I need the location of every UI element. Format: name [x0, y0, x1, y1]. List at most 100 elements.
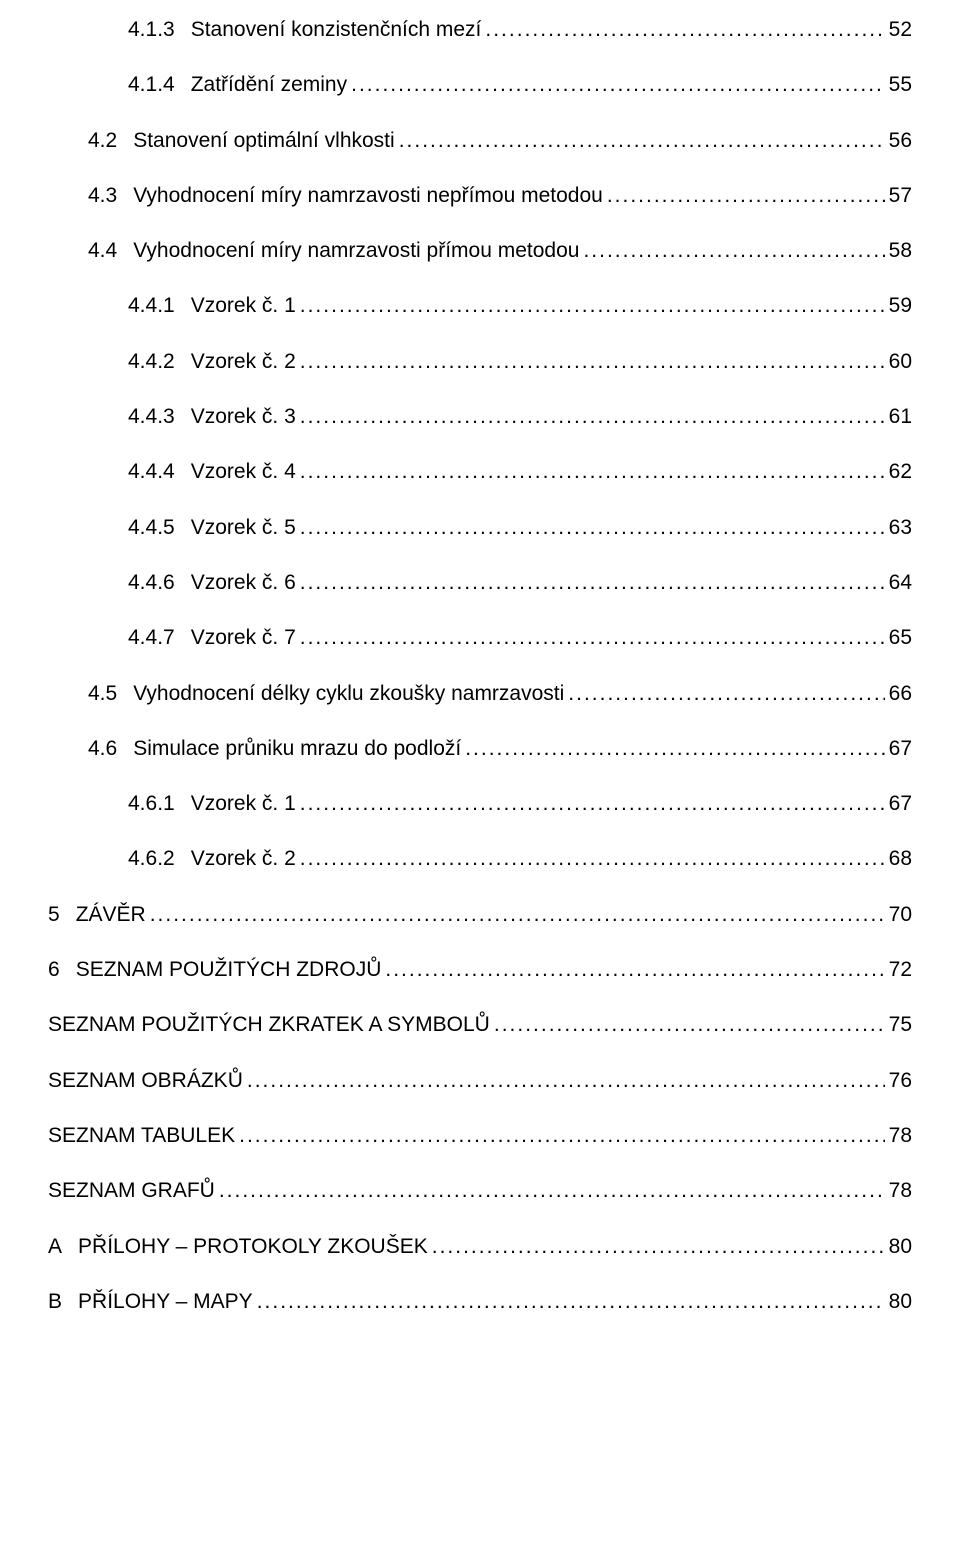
- toc-entry: 4.6Simulace průniku mrazu do podloží....…: [88, 735, 912, 762]
- toc-entry-page: 63: [889, 514, 912, 541]
- toc-leader-dots: ........................................…: [296, 292, 885, 319]
- toc-entry: 4.1.3Stanovení konzistenčních mezí......…: [128, 16, 912, 43]
- toc-entry-page: 68: [889, 845, 912, 872]
- toc-entry-number: 5: [48, 901, 60, 928]
- toc-entry: 4.4.4 Vzorek č. 4........................…: [128, 458, 912, 485]
- toc-entry-title: SEZNAM OBRÁZKŮ: [48, 1067, 243, 1094]
- toc-entry: 4.6.1 Vzorek č. 1........................…: [128, 790, 912, 817]
- toc-entry-number: 4.4.5: [128, 514, 175, 541]
- toc-leader-dots: ........................................…: [296, 403, 885, 430]
- toc-entry-number: 4.5: [88, 680, 117, 707]
- toc-leader-dots: ........................................…: [296, 458, 885, 485]
- toc-leader-dots: ........................................…: [243, 1067, 885, 1094]
- toc-entry-number: 4.6.1: [128, 790, 175, 817]
- toc-entry-title: Vzorek č. 5: [191, 514, 296, 541]
- toc-entry-page: 78: [889, 1122, 912, 1149]
- toc-leader-dots: ........................................…: [296, 569, 885, 596]
- toc-entry-number: 6: [48, 956, 60, 983]
- toc-entry: 4.4.7 Vzorek č. 7........................…: [128, 624, 912, 651]
- toc-entry-page: 62: [889, 458, 912, 485]
- toc-entry: 4.4.5 Vzorek č. 5........................…: [128, 514, 912, 541]
- toc-leader-dots: ........................................…: [428, 1233, 885, 1260]
- toc-entry-number: B: [48, 1288, 62, 1315]
- toc-entry-number: 4.4.7: [128, 624, 175, 651]
- toc-entry-page: 61: [889, 403, 912, 430]
- toc-leader-dots: ........................................…: [461, 735, 884, 762]
- toc-entry: 4.4.1 Vzorek č. 1........................…: [128, 292, 912, 319]
- toc-entry-title: Vzorek č. 7: [191, 624, 296, 651]
- toc-entry-title: Simulace průniku mrazu do podloží: [133, 735, 461, 762]
- toc-entry-page: 65: [889, 624, 912, 651]
- toc-entry-title: Stanovení optimální vlhkosti: [133, 127, 394, 154]
- toc-entry-number: 4.4.3: [128, 403, 175, 430]
- toc-entry: 4.4.6 Vzorek č. 6........................…: [128, 569, 912, 596]
- toc-entry: SEZNAM OBRÁZKŮ..........................…: [48, 1067, 912, 1094]
- toc-leader-dots: ........................................…: [395, 127, 885, 154]
- toc-entry-title: Vyhodnocení míry namrzavosti přímou meto…: [133, 237, 579, 264]
- toc-leader-dots: ........................................…: [253, 1288, 885, 1315]
- toc-entry-number: 4.4.1: [128, 292, 175, 319]
- toc-leader-dots: ........................................…: [296, 845, 885, 872]
- toc-entry: A PŘÍLOHY – PROTOKOLY ZKOUŠEK............…: [48, 1233, 912, 1260]
- toc-entry-number: 4.1.3: [128, 16, 175, 43]
- toc-entry-page: 52: [889, 16, 912, 43]
- table-of-contents: 4.1.3 Stanovení konzistenčních mezí......…: [48, 16, 912, 1315]
- toc-entry-title: Vzorek č. 2: [191, 348, 296, 375]
- toc-entry-page: 67: [889, 735, 912, 762]
- toc-entry-page: 57: [889, 182, 912, 209]
- toc-entry-title: Vzorek č. 1: [191, 292, 296, 319]
- toc-entry-title: Vzorek č. 6: [191, 569, 296, 596]
- toc-entry-title: Zatřídění zeminy: [191, 71, 347, 98]
- toc-leader-dots: ........................................…: [603, 182, 885, 209]
- toc-leader-dots: ........................................…: [347, 71, 885, 98]
- toc-leader-dots: ........................................…: [296, 624, 885, 651]
- toc-entry: 4.2 Stanovení optimální vlhkosti.........…: [88, 127, 912, 154]
- toc-entry-title: Vzorek č. 1: [191, 790, 296, 817]
- toc-entry-page: 67: [889, 790, 912, 817]
- toc-leader-dots: ........................................…: [296, 790, 885, 817]
- toc-entry-number: 4.4.4: [128, 458, 175, 485]
- toc-entry-page: 66: [889, 680, 912, 707]
- toc-entry-number: 4.2: [88, 127, 117, 154]
- toc-entry-page: 55: [889, 71, 912, 98]
- toc-entry-number: 4.4.6: [128, 569, 175, 596]
- toc-entry-page: 72: [889, 956, 912, 983]
- toc-entry-title: Vzorek č. 4: [191, 458, 296, 485]
- toc-entry: 4.4.2Vzorek č. 2........................…: [128, 348, 912, 375]
- toc-entry-title: Vzorek č. 3: [191, 403, 296, 430]
- toc-entry: SEZNAM GRAFŮ............................…: [48, 1177, 912, 1204]
- toc-entry-title: PŘÍLOHY – MAPY: [78, 1288, 253, 1315]
- toc-entry-page: 75: [889, 1011, 912, 1038]
- toc-entry: 4.1.4 Zatřídění zeminy...................…: [128, 71, 912, 98]
- toc-entry: B PŘÍLOHY – MAPY.........................…: [48, 1288, 912, 1315]
- toc-entry-title: Vyhodnocení délky cyklu zkoušky namrzavo…: [133, 680, 564, 707]
- toc-leader-dots: ........................................…: [381, 956, 884, 983]
- toc-leader-dots: ........................................…: [215, 1177, 885, 1204]
- toc-entry-title: Vyhodnocení míry namrzavosti nepřímou me…: [133, 182, 603, 209]
- toc-entry: 4.4.3 Vzorek č. 3........................…: [128, 403, 912, 430]
- toc-leader-dots: ........................................…: [490, 1011, 885, 1038]
- toc-entry-number: 4.1.4: [128, 71, 175, 98]
- toc-entry-page: 76: [889, 1067, 912, 1094]
- toc-leader-dots: ........................................…: [296, 514, 885, 541]
- toc-entry-title: ZÁVĚR: [76, 901, 146, 928]
- toc-entry-page: 80: [889, 1288, 912, 1315]
- toc-entry-page: 58: [889, 237, 912, 264]
- toc-entry: 4.3 Vyhodnocení míry namrzavosti nepřímou…: [88, 182, 912, 209]
- toc-leader-dots: ........................................…: [235, 1122, 885, 1149]
- toc-entry-number: 4.4: [88, 237, 117, 264]
- toc-entry-number: A: [48, 1233, 62, 1260]
- toc-entry-title: SEZNAM TABULEK: [48, 1122, 235, 1149]
- toc-entry-page: 59: [889, 292, 912, 319]
- toc-entry-number: 4.3: [88, 182, 117, 209]
- toc-entry-page: 64: [889, 569, 912, 596]
- toc-entry-page: 60: [889, 348, 912, 375]
- toc-entry-title: SEZNAM POUŽITÝCH ZDROJŮ: [76, 956, 382, 983]
- toc-leader-dots: ........................................…: [564, 680, 884, 707]
- toc-entry: SEZNAM POUŽITÝCH ZKRATEK A SYMBOLŮ......…: [48, 1011, 912, 1038]
- toc-leader-dots: ........................................…: [579, 237, 884, 264]
- toc-entry-title: Stanovení konzistenčních mezí: [191, 16, 482, 43]
- toc-entry-page: 56: [889, 127, 912, 154]
- toc-entry-page: 80: [889, 1233, 912, 1260]
- toc-entry-title: PŘÍLOHY – PROTOKOLY ZKOUŠEK: [78, 1233, 428, 1260]
